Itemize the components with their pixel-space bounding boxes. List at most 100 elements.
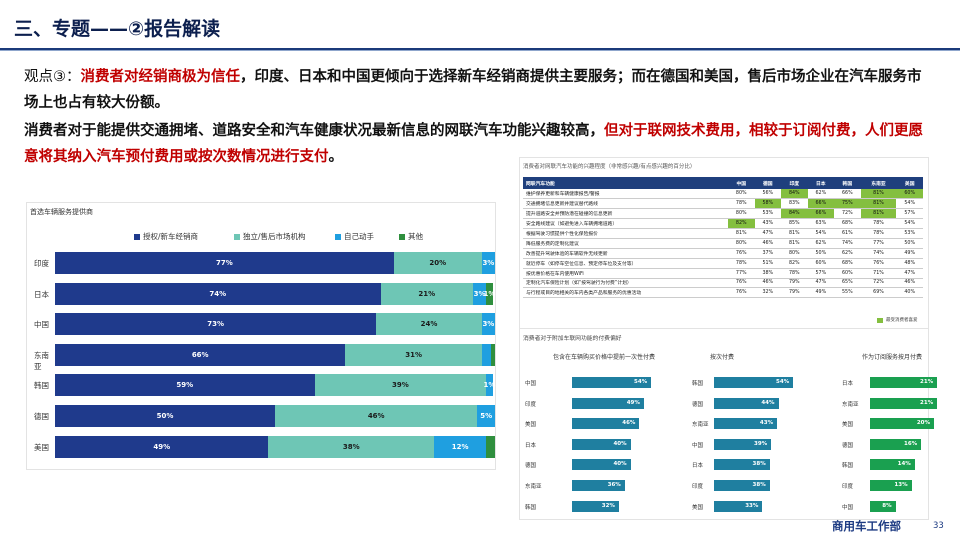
interest-table-legend: 最受消费者喜爱	[877, 317, 918, 323]
table-cell: 49%	[896, 248, 923, 259]
table-cell: 47%	[754, 228, 782, 239]
table-cell: 40%	[896, 287, 923, 299]
payment-country-label: 印度	[692, 484, 704, 490]
connected-highlight: 但对于联网技术费用，相较于订阅付费，人们更愿意将其纳入汽车预付费用或按次数情况进…	[24, 123, 923, 165]
payment-country-label: 中国	[842, 504, 854, 511]
table-cell-feature: 根据驾驶习惯提供个性化保险报价	[523, 228, 728, 239]
provider-chart-frame	[26, 202, 496, 470]
table-cell: 54%	[896, 218, 923, 230]
table-row: 根据驾驶习惯提供个性化保险报价 81% 47% 81% 54% 61% 78% 53%	[523, 228, 923, 239]
table-cell: 47%	[807, 278, 835, 289]
table-cell: 81%	[781, 228, 808, 239]
payment-country-label: 东南亚	[842, 401, 859, 408]
table-cell: 62%	[807, 238, 835, 249]
table-cell-feature: 降低服务费的定制化建议	[523, 238, 728, 249]
payment-bar: 32%	[572, 500, 619, 512]
footer-department: 商用车工作部	[832, 519, 901, 533]
table-header-cell: 美国	[896, 177, 923, 189]
payment-bar: 36%	[572, 480, 625, 491]
table-cell: 80%	[728, 208, 755, 220]
table-cell: 78%	[728, 258, 755, 269]
table-cell: 82%	[728, 218, 755, 230]
payment-country-label: 韩国	[525, 504, 537, 511]
payment-bar: 49%	[572, 397, 644, 409]
table-cell: 57%	[807, 268, 835, 279]
bar-segment: 24%	[376, 313, 482, 336]
table-cell: 46%	[896, 278, 923, 289]
table-cell: 50%	[807, 248, 835, 259]
payment-country-label: 德国	[692, 401, 704, 408]
bar-segment: 1%	[484, 282, 495, 305]
payment-chart-title: 消费者对于附加车联网功能的付费偏好	[523, 336, 622, 342]
legend-label: 最受消费者喜爱	[886, 318, 918, 323]
interest-table: 网联汽车功能 中国 德国 印度 日本 韩国 东南亚 美国 维护保养更新和车辆健康报告/警报 80%…	[523, 177, 923, 299]
payment-bar: 20%	[870, 418, 934, 430]
table-cell: 66%	[807, 208, 835, 220]
viewpoint-highlight: 消费者对经销商极为信任	[80, 69, 241, 85]
table-cell: 60%	[807, 258, 835, 269]
payment-bar: 38%	[714, 480, 770, 491]
table-cell: 78%	[860, 218, 897, 230]
table-cell: 68%	[834, 218, 861, 230]
table-cell: 57%	[896, 208, 923, 220]
category-label: 韩国	[34, 381, 49, 391]
payment-bar: 8%	[870, 500, 896, 512]
table-header-cell: 中国	[728, 177, 755, 189]
legend-swatch	[399, 233, 405, 240]
table-cell: 66%	[834, 189, 861, 200]
table-cell: 47%	[896, 268, 923, 279]
payment-bar: 13%	[870, 480, 912, 491]
slide-title: 三、专题——②报告解读	[14, 18, 221, 40]
table-cell: 76%	[728, 278, 755, 289]
connected-end: 。	[328, 149, 344, 165]
bar-segment: 49%	[55, 435, 269, 458]
table-cell: 51%	[754, 258, 782, 269]
bar-segment: 66%	[55, 343, 346, 366]
connected-text: 消费者对于能提供交通拥堵、道路安全和汽车健康状况最新信息的网联汽车功能兴趣较高，	[24, 123, 604, 139]
table-cell: 46%	[754, 278, 782, 289]
bar-segment: 31%	[345, 343, 482, 366]
payment-bar: 46%	[572, 418, 640, 430]
payment-bar: 33%	[714, 500, 763, 512]
table-cell: 61%	[834, 228, 861, 239]
table-header-cell: 网联汽车功能	[523, 177, 728, 189]
table-cell: 80%	[781, 248, 808, 259]
viewpoint-paragraph: 观点③：消费者对经销商极为信任，印度、日本和中国更倾向于选择新车经销商提供主要服…	[24, 64, 934, 116]
table-header-cell: 印度	[781, 177, 808, 189]
bar-segment: 20%	[393, 252, 482, 274]
viewpoint-prefix: 观点③：	[24, 69, 81, 85]
payment-bar: 21%	[870, 397, 938, 409]
table-cell-feature: 交通拥堵信息更新并建议替代路线	[523, 198, 728, 210]
payment-panel-header: 包含在车辆购买价格中提前一次性付费	[553, 354, 656, 361]
table-cell: 55%	[834, 287, 861, 299]
table-cell: 62%	[834, 248, 861, 259]
table-cell: 56%	[754, 189, 782, 200]
bar-segment: 74%	[55, 282, 381, 305]
payment-country-label: 德国	[525, 463, 537, 470]
legend-item: 授权/新车经销商	[134, 231, 198, 242]
table-cell-feature: 与行程或目的地相关的车内各类产品和服务的优惠活动	[523, 287, 728, 299]
payment-bar: 21%	[870, 377, 938, 388]
payment-country-label: 美国	[692, 504, 704, 511]
table-cell: 79%	[781, 287, 808, 299]
payment-bar: 38%	[714, 459, 770, 471]
legend-label: 授权/新车经销商	[143, 232, 199, 241]
table-cell: 81%	[781, 238, 808, 249]
table-cell: 58%	[754, 198, 782, 210]
bar-segment: 73%	[55, 313, 377, 336]
table-cell: 78%	[860, 228, 897, 239]
page-number: 33	[933, 521, 944, 531]
bar-segment: 38%	[268, 435, 434, 458]
payment-country-label: 日本	[525, 442, 537, 449]
table-cell: 69%	[860, 287, 897, 299]
table-cell: 46%	[754, 238, 782, 249]
table-cell: 43%	[754, 218, 782, 230]
table-header-cell: 日本	[807, 177, 835, 189]
table-row: 改善提升驾驶体验的车辆软件无线更新 76% 37% 80% 50% 62% 74% 49%	[523, 248, 923, 259]
table-cell: 37%	[754, 248, 782, 259]
table-cell: 81%	[860, 198, 897, 210]
category-label: 东南亚	[34, 350, 49, 371]
payment-country-label: 东南亚	[692, 422, 709, 429]
table-cell: 77%	[860, 238, 897, 249]
table-cell: 81%	[728, 228, 755, 239]
